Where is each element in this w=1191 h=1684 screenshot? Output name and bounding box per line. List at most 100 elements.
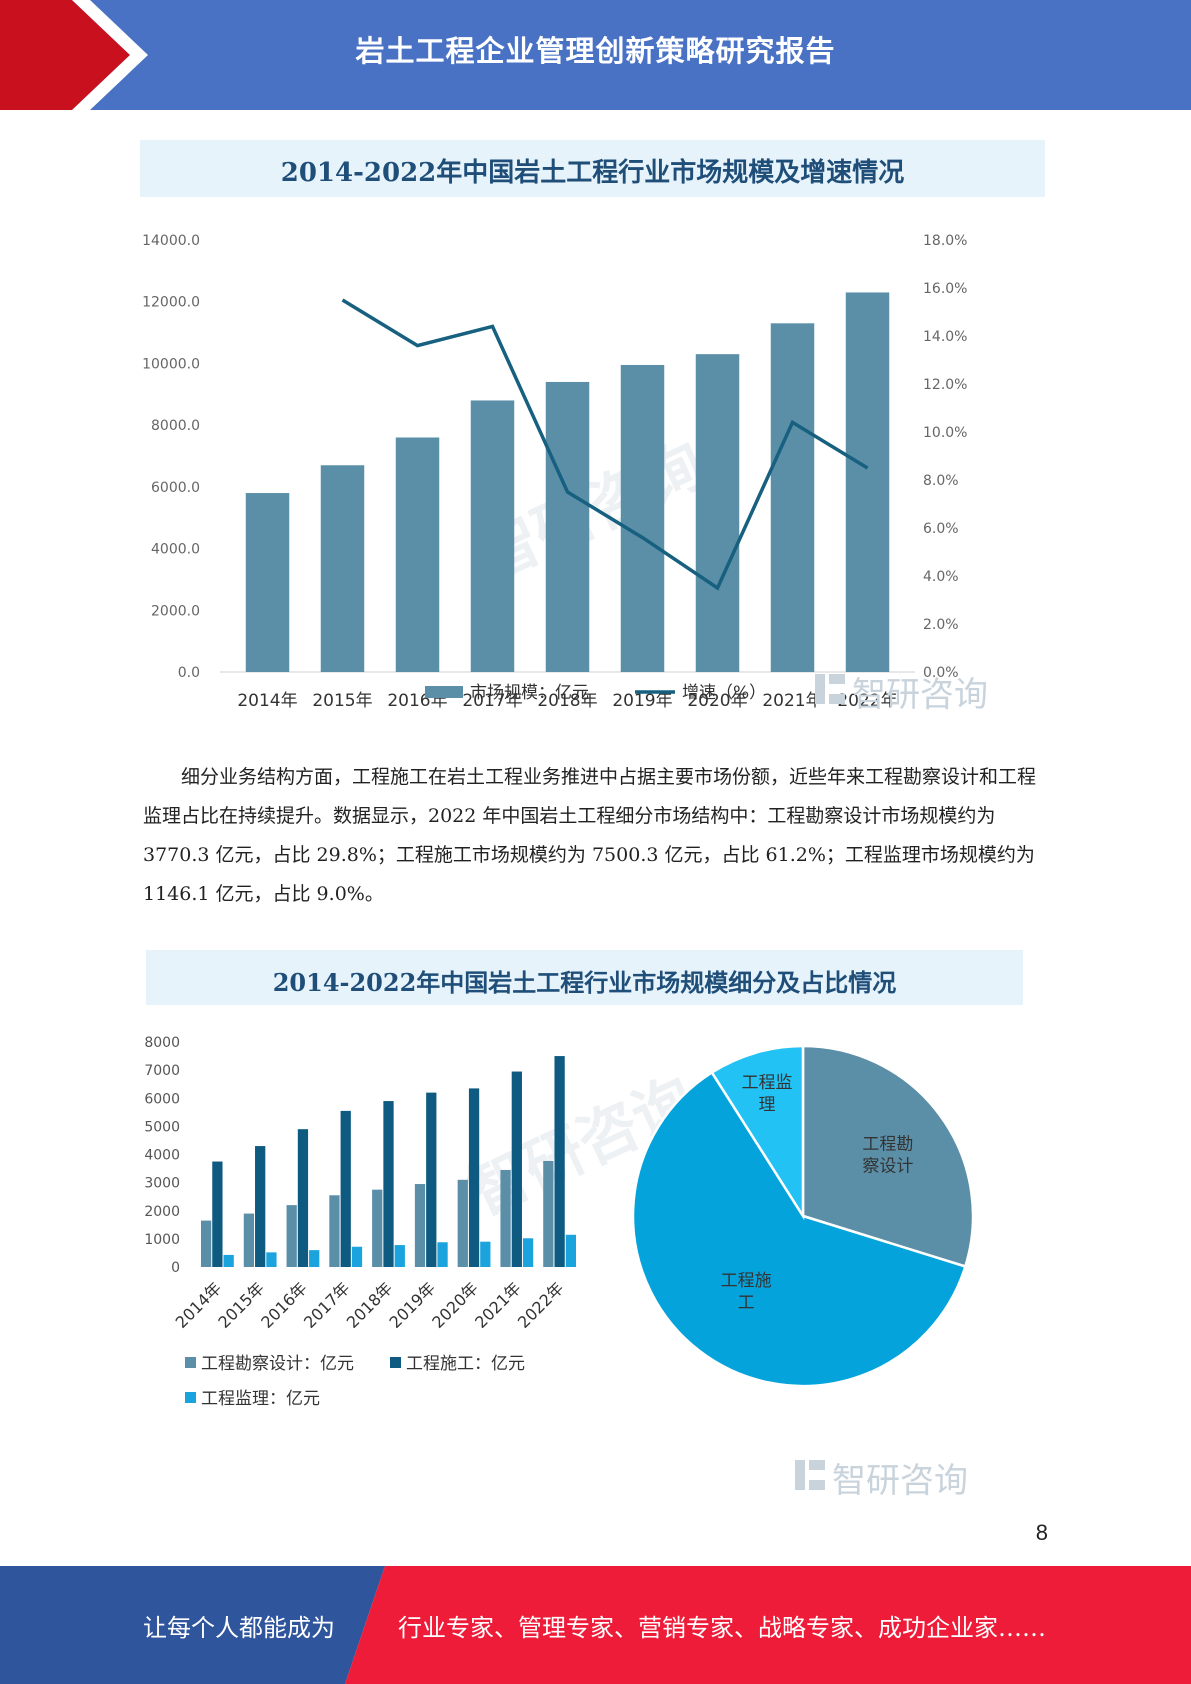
y-tick-label: 8000 (144, 1035, 180, 1051)
bar-segment (351, 1246, 363, 1267)
legend-label-bar: 市场规模：亿元 (470, 683, 589, 703)
bar-segment (468, 1088, 480, 1267)
y-tick-label: 5000 (144, 1119, 180, 1135)
figure-title-bar: 2014-2022年中国岩土工程行业市场规模及增速情况 (140, 140, 1045, 197)
x-tick-label: 2017年 (300, 1278, 354, 1332)
bar-market-size (620, 364, 665, 672)
bar-market-size (245, 493, 290, 672)
y-right-tick-label: 10.0% (923, 425, 967, 441)
x-tick-label: 2015年 (312, 691, 372, 710)
y-right-tick-label: 14.0% (923, 329, 967, 345)
figure-title-bar: 2014-2022年中国岩土工程行业市场规模细分及占比情况 (146, 950, 1023, 1005)
logo-mark-icon (795, 1460, 805, 1490)
y-tick-label: 7000 (144, 1063, 180, 1079)
y-right-tick-label: 16.0% (923, 281, 967, 297)
y-left-tick-label: 2000.0 (151, 603, 200, 619)
y-left-tick-label: 0.0 (178, 665, 200, 681)
bar-segment (426, 1092, 437, 1267)
y-left-tick-label: 14000.0 (142, 233, 200, 249)
x-tick-label: 2015年 (214, 1278, 268, 1332)
y-left-tick-label: 12000.0 (142, 295, 200, 311)
y-left-tick-label: 6000.0 (151, 480, 200, 496)
x-tick-label: 2018年 (537, 691, 597, 710)
legend-label-line: 增速（%） (682, 683, 766, 703)
figure-title: 2014-2022年中国岩土工程行业市场规模及增速情况 (280, 158, 905, 188)
figure-segment-structure: 2014-2022年中国岩土工程行业市场规模细分及占比情况 智研咨询 0 1000 2… (140, 950, 1045, 1505)
x-tick-label: 2021年 (471, 1278, 525, 1332)
bar-segment (554, 1056, 565, 1267)
logo-mark-icon (829, 694, 845, 704)
bar-segment (511, 1071, 522, 1267)
y-right-tick-label: 4.0% (923, 569, 959, 585)
body-paragraph: 细分业务结构方面，工程施工在岩土工程业务推进中占据主要市场份额，近些年来工程勘察… (143, 758, 1043, 914)
bar-segment (383, 1101, 394, 1267)
brand-watermark: 智研咨询 (832, 1461, 968, 1501)
bar-segment (340, 1110, 351, 1267)
body-paragraph-text: 细分业务结构方面，工程施工在岩土工程业务推进中占据主要市场份额，近些年来工程勘察… (143, 766, 1037, 905)
x-tick-label: 2020年 (687, 691, 747, 710)
legend-label: 工程施工：亿元 (406, 1354, 525, 1374)
bar-market-size (845, 292, 890, 672)
brand-watermark: 智研咨询 (852, 675, 988, 710)
pie-slice (801, 1044, 975, 1269)
header-arrow-decoration (0, 0, 148, 110)
bar-market-size (395, 437, 440, 672)
legend-label: 工程监理：亿元 (201, 1389, 320, 1409)
bar-segment (309, 1250, 320, 1267)
logo-mark-icon (809, 1480, 825, 1490)
page-header: 岩土工程企业管理创新策略研究报告 (0, 0, 1191, 110)
y-tick-label: 0 (171, 1260, 180, 1276)
bar-segment (500, 1169, 511, 1267)
y-left-tick-label: 4000.0 (151, 542, 200, 558)
logo-mark-icon (815, 674, 825, 704)
bar-segment (266, 1252, 277, 1267)
logo-mark-icon (829, 674, 845, 684)
bar-market-size (695, 354, 740, 672)
y-right-tick-label: 8.0% (923, 473, 959, 489)
y-right-tick-label: 12.0% (923, 377, 967, 393)
y-tick-label: 4000 (144, 1148, 180, 1164)
figure-title: 2014-2022年中国岩土工程行业市场规模细分及占比情况 (272, 968, 897, 997)
pie-slice (631, 1070, 967, 1388)
footer-background (0, 1566, 1191, 1684)
bar-segment (255, 1146, 266, 1267)
bar-segment (414, 1184, 426, 1267)
bar-segment (543, 1160, 554, 1267)
x-tick-label: 2014年 (237, 691, 297, 710)
x-tick-label: 2017年 (462, 691, 522, 710)
x-tick-label: 2020年 (428, 1278, 482, 1332)
legend-swatch (185, 1357, 196, 1368)
brand-logo (795, 1460, 825, 1490)
y-right-tick-label: 6.0% (923, 521, 959, 537)
segment-charts: 智研咨询 0 1000 2000 3000 4000 5000 6000 7000 8000 201… (144, 1035, 975, 1501)
pie-slice (710, 1044, 805, 1221)
legend-swatch (390, 1357, 401, 1368)
bar-market-size (770, 323, 815, 672)
bar-segment (565, 1234, 577, 1267)
bar-segment (223, 1254, 234, 1267)
y-tick-label: 2000 (144, 1204, 180, 1220)
y-tick-label: 1000 (144, 1232, 180, 1248)
x-tick-label: 2019年 (386, 1278, 440, 1332)
bar-segment (329, 1195, 340, 1267)
bar-segment (297, 1129, 309, 1267)
y-tick-label: 3000 (144, 1176, 180, 1192)
bar-segment (212, 1161, 223, 1267)
market-size-chart: 智研咨询 0.0 2000.0 4000.0 6000.0 8000.0 10000.0 12… (142, 233, 988, 710)
bar-segment (522, 1238, 534, 1267)
x-tick-label: 2022年 (837, 691, 897, 710)
bar-segment (372, 1189, 383, 1267)
pie-slice-label: 工程施工 (721, 1271, 772, 1313)
x-tick-label: 2019年 (612, 691, 672, 710)
x-tick-label: 2022年 (514, 1278, 568, 1332)
bar-segment (480, 1241, 491, 1267)
figure-market-size: 2014-2022年中国岩土工程行业市场规模及增速情况 智研咨询 0.0 2000.… (140, 140, 1045, 710)
logo-mark-icon (809, 1460, 825, 1470)
y-right-tick-label: 18.0% (923, 233, 967, 249)
report-title: 岩土工程企业管理创新策略研究报告 (355, 34, 836, 68)
bar-market-size (470, 400, 515, 672)
bar-market-size (320, 465, 365, 672)
page-number: 8 (1035, 1520, 1048, 1545)
legend-swatch (185, 1392, 196, 1403)
y-left-tick-label: 10000.0 (142, 356, 200, 372)
